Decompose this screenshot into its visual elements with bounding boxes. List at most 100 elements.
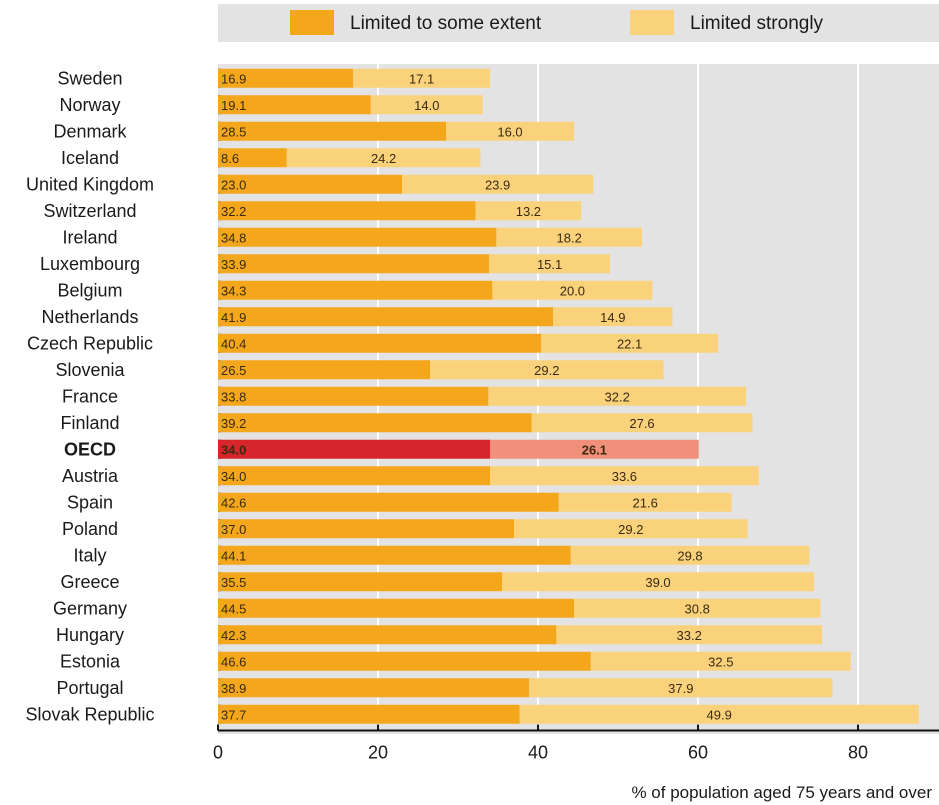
bar-some-extent-16: [218, 492, 559, 512]
bar-some-extent-14: [218, 439, 490, 459]
data-label-strongly-15: 33.6: [612, 469, 637, 484]
category-label-7: Luxembourg: [40, 254, 140, 274]
legend-background: [218, 4, 939, 42]
bar-some-extent-7: [218, 254, 490, 274]
legend: Limited to some extent Limited strongly: [290, 10, 824, 35]
data-label-strongly-1: 14.0: [414, 98, 439, 113]
bar-strongly-18: [570, 545, 810, 565]
data-label-some-extent-12: 33.8: [221, 389, 246, 404]
x-axis-label: % of population aged 75 years and over: [631, 783, 932, 802]
data-label-some-extent-9: 41.9: [221, 310, 246, 325]
bar-some-extent-10: [218, 333, 542, 353]
data-label-strongly-23: 37.9: [668, 681, 693, 696]
bar-strongly-4: [402, 174, 594, 194]
data-label-strongly-10: 22.1: [617, 336, 642, 351]
bar-strongly-21: [556, 625, 822, 645]
bar-some-extent-1: [218, 95, 371, 115]
category-label-10: Czech Republic: [27, 333, 153, 353]
data-label-strongly-21: 33.2: [677, 628, 702, 643]
category-label-23: Portugal: [56, 678, 123, 698]
category-label-6: Ireland: [62, 227, 117, 247]
legend-swatch-2: [630, 10, 674, 35]
data-label-strongly-11: 29.2: [534, 363, 559, 378]
data-label-strongly-8: 20.0: [560, 283, 585, 298]
legend-label-1: Limited to some extent: [350, 13, 542, 34]
x-axis: 0 20 40 60 80: [213, 724, 939, 763]
category-label-20: Germany: [53, 598, 127, 618]
bar-some-extent-2: [218, 121, 446, 141]
data-label-strongly-0: 17.1: [409, 71, 434, 86]
data-label-strongly-9: 14.9: [600, 310, 625, 325]
data-label-some-extent-5: 32.2: [221, 204, 246, 219]
bar-some-extent-23: [218, 678, 530, 698]
bar-strongly-7: [489, 254, 610, 274]
x-tick-label-40: 40: [528, 743, 548, 763]
category-label-15: Austria: [62, 466, 119, 486]
category-label-16: Spain: [67, 492, 113, 512]
bar-strongly-19: [502, 572, 814, 592]
data-label-strongly-24: 49.9: [707, 707, 732, 722]
data-label-some-extent-24: 37.7: [221, 707, 246, 722]
data-label-some-extent-14: 34.0: [221, 442, 246, 457]
data-label-strongly-5: 13.2: [516, 204, 541, 219]
bar-some-extent-13: [218, 413, 532, 433]
data-label-strongly-20: 30.8: [685, 601, 710, 616]
data-label-strongly-12: 32.2: [605, 389, 630, 404]
category-label-5: Switzerland: [43, 201, 136, 221]
x-tick-label-80: 80: [848, 743, 868, 763]
data-label-some-extent-15: 34.0: [221, 469, 246, 484]
bar-some-extent-5: [218, 201, 476, 221]
data-label-some-extent-1: 19.1: [221, 98, 246, 113]
bar-some-extent-20: [218, 598, 574, 618]
data-label-some-extent-23: 38.9: [221, 681, 246, 696]
bar-some-extent-11: [218, 360, 430, 380]
category-label-3: Iceland: [61, 148, 119, 168]
bar-some-extent-18: [218, 545, 571, 565]
data-label-strongly-6: 18.2: [557, 230, 582, 245]
bar-strongly-17: [514, 519, 748, 539]
bar-strongly-9: [553, 307, 673, 327]
category-label-14: OECD: [64, 439, 116, 459]
data-label-strongly-19: 39.0: [645, 575, 670, 590]
legend-label-2: Limited strongly: [690, 13, 824, 34]
category-label-17: Poland: [62, 519, 118, 539]
bar-strongly-11: [430, 360, 664, 380]
data-label-strongly-2: 16.0: [497, 124, 522, 139]
data-label-some-extent-16: 42.6: [221, 495, 246, 510]
category-label-22: Estonia: [60, 651, 121, 671]
category-label-2: Denmark: [53, 121, 127, 141]
category-label-12: France: [62, 386, 118, 406]
data-label-strongly-17: 29.2: [618, 522, 643, 537]
data-label-strongly-4: 23.9: [485, 177, 510, 192]
x-tick-label-20: 20: [368, 743, 388, 763]
x-tick-label-0: 0: [213, 743, 223, 763]
data-label-some-extent-19: 35.5: [221, 575, 246, 590]
data-label-some-extent-2: 28.5: [221, 124, 246, 139]
bar-some-extent-9: [218, 307, 554, 327]
data-label-some-extent-6: 34.8: [221, 230, 246, 245]
category-label-24: Slovak Republic: [25, 704, 154, 724]
category-label-13: Finland: [60, 413, 119, 433]
bar-strongly-22: [590, 651, 851, 671]
bar-some-extent-22: [218, 651, 591, 671]
category-labels: Sweden Norway Denmark Iceland United Kingdom…: [25, 68, 154, 724]
data-label-some-extent-3: 8.6: [221, 151, 239, 166]
bar-strongly-3: [286, 148, 481, 168]
data-label-strongly-13: 27.6: [629, 416, 654, 431]
data-label-some-extent-11: 26.5: [221, 363, 246, 378]
data-label-some-extent-7: 33.9: [221, 257, 246, 272]
category-label-11: Slovenia: [55, 360, 125, 380]
category-label-19: Greece: [60, 572, 119, 592]
category-label-21: Hungary: [56, 625, 124, 645]
bar-strongly-10: [541, 333, 718, 353]
bar-some-extent-15: [218, 466, 490, 486]
bar-strongly-24: [519, 704, 919, 724]
data-label-some-extent-8: 34.3: [221, 283, 246, 298]
data-label-strongly-22: 32.5: [708, 654, 733, 669]
x-tick-label-60: 60: [688, 743, 708, 763]
bar-strongly-6: [496, 227, 642, 247]
bar-strongly-0: [353, 68, 490, 88]
bar-some-extent-6: [218, 227, 497, 247]
data-label-some-extent-13: 39.2: [221, 416, 246, 431]
